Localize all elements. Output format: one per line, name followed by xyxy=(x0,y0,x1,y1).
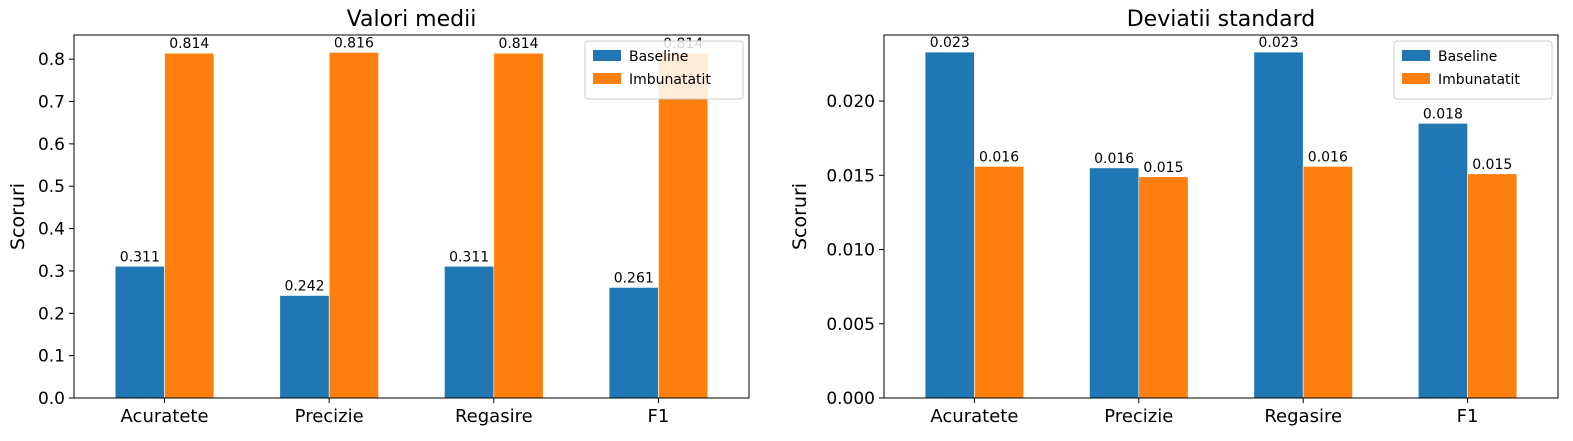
chart-title: Deviatii standard xyxy=(1127,7,1316,32)
bar-imbunatatit-precizie xyxy=(328,52,379,399)
data-label: 0.015 xyxy=(1472,157,1512,173)
bar-baseline-f1 xyxy=(1417,123,1468,399)
plot-frame xyxy=(883,34,1559,399)
legend-label-imbunatatit: Imbunatatit xyxy=(1438,72,1520,88)
bar-imbunatatit-regasire xyxy=(493,52,544,399)
bar-imbunatatit-precizie xyxy=(1138,176,1189,399)
y-tick-label: 0.1 xyxy=(38,347,65,367)
data-label: 0.816 xyxy=(334,35,374,51)
bar-imbunatatit-regasire xyxy=(1302,166,1353,399)
legend-swatch-imbunatatit xyxy=(1402,73,1430,84)
bar-baseline-acuratete xyxy=(924,51,975,399)
legend-box xyxy=(584,40,744,100)
y-tick-label: 0.010 xyxy=(826,241,875,261)
data-label: 0.311 xyxy=(449,249,489,265)
data-label: 0.311 xyxy=(120,249,160,265)
plot-frame xyxy=(73,34,750,399)
x-tick-label: F1 xyxy=(648,406,670,427)
legend-swatch-imbunatatit xyxy=(593,73,621,84)
data-label: 0.814 xyxy=(498,36,538,52)
y-tick-label: 0.0 xyxy=(38,389,65,409)
y-tick-label: 0.5 xyxy=(38,177,65,197)
legend: Baseline Imbunatatit xyxy=(1393,40,1553,100)
y-tick-label: 0.6 xyxy=(38,135,65,155)
y-tick-label: 0.005 xyxy=(826,315,875,335)
x-tick-label: Regasire xyxy=(455,406,533,427)
data-label: 0.018 xyxy=(1423,106,1463,122)
bar-baseline-precizie xyxy=(279,295,330,399)
data-label: 0.016 xyxy=(1094,151,1134,167)
x-tick-label: Precizie xyxy=(1104,406,1173,427)
x-tick-label: Precizie xyxy=(295,406,364,427)
legend-label-imbunatatit: Imbunatatit xyxy=(629,72,711,88)
bar-imbunatatit-f1 xyxy=(1467,173,1518,399)
legend-box xyxy=(1393,40,1553,100)
bar-baseline-f1 xyxy=(608,287,659,399)
legend-label-baseline: Baseline xyxy=(629,49,688,65)
legend: Baseline Imbunatatit xyxy=(584,40,744,100)
legend-swatch-baseline xyxy=(1402,50,1430,61)
data-label: 0.242 xyxy=(284,278,324,294)
y-axis-label: Scoruri xyxy=(789,183,811,250)
bar-baseline-regasire xyxy=(444,265,495,399)
bar-baseline-precizie xyxy=(1089,167,1140,399)
data-label: 0.016 xyxy=(979,149,1019,165)
y-tick-label: 0.015 xyxy=(826,166,875,186)
data-label: 0.016 xyxy=(1308,149,1348,165)
x-tick-label: Acuratete xyxy=(121,406,209,427)
chart-title: Valori medii xyxy=(347,7,477,32)
y-tick-label: 0.000 xyxy=(826,389,875,409)
bar-imbunatatit-acuratete xyxy=(164,52,215,399)
y-tick-label: 0.2 xyxy=(38,304,65,324)
bar-imbunatatit-acuratete xyxy=(974,166,1025,399)
data-label: 0.261 xyxy=(614,270,654,286)
chart-panel-2: Deviatii standard Scoruri 0.023 0.016 0.023 0… xyxy=(789,7,1559,427)
legend-swatch-baseline xyxy=(593,50,621,61)
y-tick-label: 0.4 xyxy=(38,220,65,240)
x-tick-label: Acuratete xyxy=(930,406,1018,427)
y-axis-label: Scoruri xyxy=(7,183,29,250)
data-label: 0.023 xyxy=(930,35,970,51)
y-tick-label: 0.020 xyxy=(826,92,875,112)
legend-label-baseline: Baseline xyxy=(1438,49,1497,65)
x-tick-label: F1 xyxy=(1457,406,1479,427)
chart-panel-1: Valori medii Scoruri 0.311 0.242 0.311 0.261 0… xyxy=(7,7,750,427)
bar-imbunatatit-f1 xyxy=(658,52,709,399)
bar-baseline-regasire xyxy=(1253,51,1304,399)
data-label: 0.023 xyxy=(1258,35,1298,51)
data-label: 0.015 xyxy=(1143,160,1183,176)
data-label: 0.814 xyxy=(169,36,209,52)
y-tick-label: 0.8 xyxy=(38,50,65,70)
bar-baseline-acuratete xyxy=(114,265,165,399)
x-tick-label: Regasire xyxy=(1264,406,1342,427)
y-tick-label: 0.3 xyxy=(38,262,65,282)
y-tick-label: 0.7 xyxy=(38,93,65,113)
